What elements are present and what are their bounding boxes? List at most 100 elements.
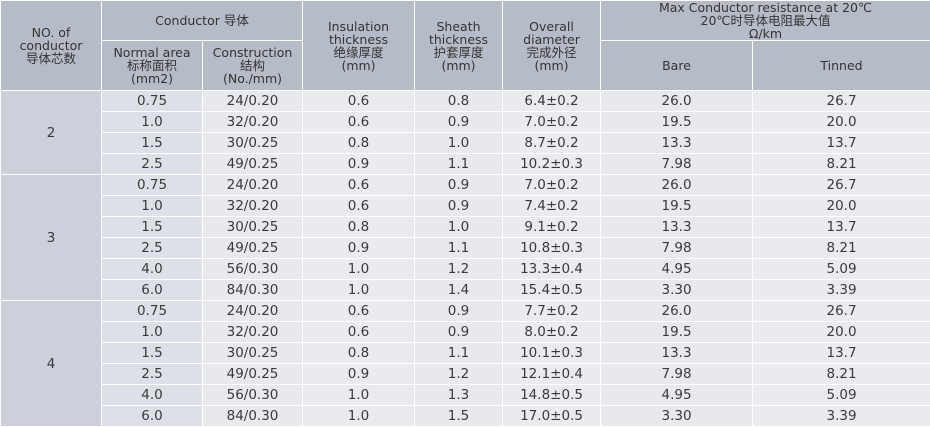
- cell-insulation: 0.8: [303, 343, 415, 364]
- header-insulation-line: (mm): [303, 59, 414, 72]
- cell-bare: 13.3: [601, 343, 753, 364]
- cell-construction: 32/0.20: [203, 322, 303, 343]
- cell-bare: 13.3: [601, 217, 753, 238]
- cell-diameter: 14.8±0.5: [503, 385, 601, 406]
- cell-tinned: 13.7: [753, 343, 930, 364]
- cell-cores: 3: [1, 175, 102, 301]
- cell-area: 4.0: [102, 385, 203, 406]
- cell-construction: 30/0.25: [203, 343, 303, 364]
- cell-bare: 13.3: [601, 133, 753, 154]
- cell-area: 0.75: [102, 175, 203, 196]
- cell-sheath: 0.9: [415, 196, 503, 217]
- cell-bare: 4.95: [601, 259, 753, 280]
- cell-construction: 30/0.25: [203, 133, 303, 154]
- header-bare: Bare: [601, 41, 753, 91]
- cell-sheath: 0.8: [415, 91, 503, 112]
- cell-tinned: 8.21: [753, 238, 930, 259]
- header-sheath-line: thickness: [415, 33, 502, 46]
- header-insulation-line: Insulation: [303, 20, 414, 33]
- cell-construction: 32/0.20: [203, 196, 303, 217]
- cell-diameter: 8.7±0.2: [503, 133, 601, 154]
- header-sheath-line: (mm): [415, 59, 502, 72]
- cell-sheath: 1.5: [415, 406, 503, 427]
- cell-diameter: 17.0±0.5: [503, 406, 601, 427]
- cell-sheath: 1.0: [415, 133, 503, 154]
- header-diameter: Overall diameter 完成外径 (mm): [503, 1, 601, 91]
- cell-bare: 26.0: [601, 91, 753, 112]
- cell-sheath: 1.1: [415, 154, 503, 175]
- cell-diameter: 12.1±0.4: [503, 364, 601, 385]
- header-area: Normal area 标称面积 (mm2): [102, 41, 203, 91]
- header-diameter-line: 完成外径: [503, 46, 600, 59]
- cell-area: 1.5: [102, 217, 203, 238]
- cell-insulation: 0.8: [303, 133, 415, 154]
- cell-construction: 30/0.25: [203, 217, 303, 238]
- cell-diameter: 15.4±0.5: [503, 280, 601, 301]
- cell-diameter: 7.0±0.2: [503, 112, 601, 133]
- header-resistance: Max Conductor resistance at 20℃ 20℃时导体电阻…: [601, 1, 930, 41]
- cell-cores: 4: [1, 301, 102, 427]
- cell-insulation: 1.0: [303, 406, 415, 427]
- cell-construction: 84/0.30: [203, 280, 303, 301]
- cell-construction: 56/0.30: [203, 385, 303, 406]
- header-diameter-line: (mm): [503, 59, 600, 72]
- table-header: NO. of conductor 导体芯数 Conductor 导体 Insul…: [1, 1, 930, 91]
- cell-area: 6.0: [102, 280, 203, 301]
- cell-tinned: 20.0: [753, 196, 930, 217]
- cell-sheath: 1.2: [415, 364, 503, 385]
- cell-diameter: 10.2±0.3: [503, 154, 601, 175]
- cell-area: 2.5: [102, 154, 203, 175]
- header-tinned: Tinned: [753, 41, 930, 91]
- header-sheath-line: Sheath: [415, 20, 502, 33]
- cell-diameter: 10.1±0.3: [503, 343, 601, 364]
- cell-tinned: 20.0: [753, 112, 930, 133]
- header-cores: NO. of conductor 导体芯数: [1, 1, 102, 91]
- cell-insulation: 0.6: [303, 301, 415, 322]
- header-resistance-line: Ω/km: [601, 27, 930, 40]
- cell-area: 4.0: [102, 259, 203, 280]
- cell-construction: 24/0.20: [203, 175, 303, 196]
- cell-bare: 19.5: [601, 196, 753, 217]
- cell-construction: 49/0.25: [203, 364, 303, 385]
- cell-construction: 56/0.30: [203, 259, 303, 280]
- header-construction: Construction 结构 (No./mm): [203, 41, 303, 91]
- cell-sheath: 0.9: [415, 175, 503, 196]
- cell-sheath: 1.0: [415, 217, 503, 238]
- cell-construction: 24/0.20: [203, 91, 303, 112]
- header-diameter-line: diameter: [503, 33, 600, 46]
- cell-area: 0.75: [102, 301, 203, 322]
- cell-bare: 19.5: [601, 322, 753, 343]
- cell-diameter: 8.0±0.2: [503, 322, 601, 343]
- cell-sheath: 1.1: [415, 343, 503, 364]
- cell-area: 1.0: [102, 322, 203, 343]
- cell-sheath: 1.4: [415, 280, 503, 301]
- cell-area: 2.5: [102, 364, 203, 385]
- cell-insulation: 0.6: [303, 175, 415, 196]
- cell-tinned: 20.0: [753, 322, 930, 343]
- cell-bare: 3.30: [601, 406, 753, 427]
- cell-diameter: 13.3±0.4: [503, 259, 601, 280]
- cell-diameter: 6.4±0.2: [503, 91, 601, 112]
- header-diameter-line: Overall: [503, 20, 600, 33]
- cell-diameter: 10.8±0.3: [503, 238, 601, 259]
- cell-bare: 4.95: [601, 385, 753, 406]
- cell-tinned: 26.7: [753, 301, 930, 322]
- header-insulation-line: 绝缘厚度: [303, 46, 414, 59]
- cell-bare: 3.30: [601, 280, 753, 301]
- header-insulation-line: thickness: [303, 33, 414, 46]
- cell-tinned: 26.7: [753, 175, 930, 196]
- header-conductor: Conductor 导体: [102, 1, 303, 41]
- cell-tinned: 26.7: [753, 91, 930, 112]
- cell-area: 1.5: [102, 133, 203, 154]
- cell-insulation: 0.6: [303, 322, 415, 343]
